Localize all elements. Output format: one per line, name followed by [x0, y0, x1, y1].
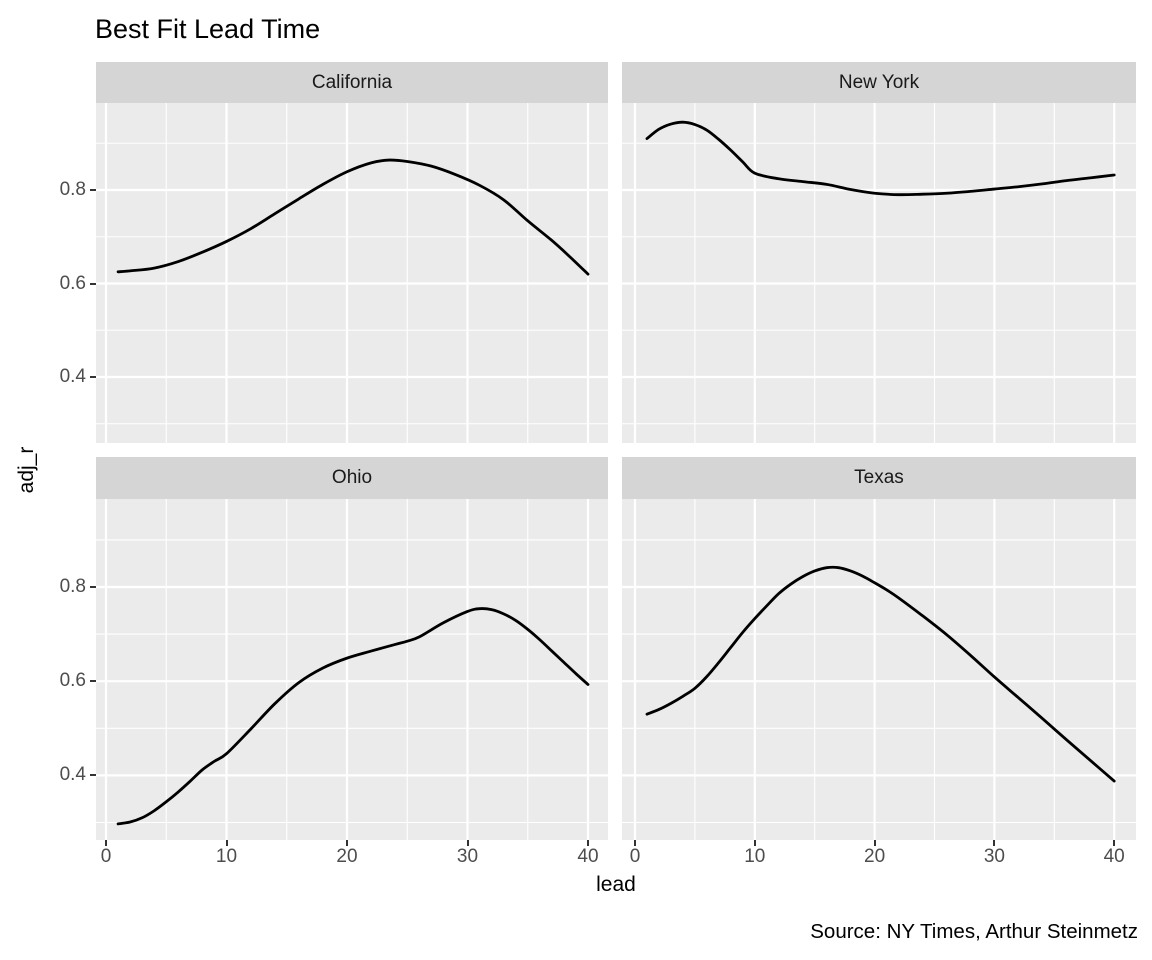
y-tick-label: 0.4	[59, 764, 86, 786]
y-tick-label: 0.4	[59, 366, 86, 387]
trend-line-ohio	[116, 607, 590, 826]
x-tick-mark	[105, 840, 107, 846]
facet-strip-new-york: New York	[622, 62, 1136, 103]
x-tick-mark	[346, 840, 348, 846]
y-tick-mark	[90, 680, 96, 683]
facet-strip-label: Texas	[854, 467, 904, 488]
facet-panel-texas	[622, 499, 1136, 840]
y-tick-label: 0.8	[59, 576, 86, 597]
trend-line-new-york	[645, 120, 1116, 197]
x-tick-label: 0	[629, 846, 641, 867]
y-tick-mark	[90, 376, 96, 378]
facet-strip-label: New York	[838, 71, 920, 93]
x-axis-title: lead	[596, 873, 636, 896]
facet-strip-texas: Texas	[622, 457, 1136, 499]
x-tick-mark	[466, 840, 469, 846]
y-axis-title: adj_r	[15, 446, 38, 494]
y-tick-label: 0.8	[59, 179, 86, 200]
x-tick-mark	[634, 840, 636, 846]
facet-strip-label: Ohio	[331, 467, 373, 488]
x-tick-label: 40	[577, 846, 599, 867]
x-tick-label: 10	[215, 846, 238, 867]
x-tick-label: 0	[100, 846, 112, 867]
panel-canvas	[96, 103, 608, 443]
x-tick-label: 20	[864, 846, 886, 867]
facet-strip-ohio: Ohio	[96, 457, 608, 499]
facet-panel-new-york	[622, 103, 1136, 443]
x-tick-mark	[587, 840, 589, 846]
x-tick-mark	[993, 840, 996, 846]
x-tick-mark	[225, 840, 228, 846]
y-tick-mark	[90, 189, 96, 191]
x-tick-label: 30	[456, 846, 479, 867]
facet-strip-label: California	[311, 71, 393, 93]
panel-canvas	[622, 103, 1136, 443]
x-tick-mark	[753, 840, 756, 846]
facet-panel-ohio	[96, 499, 608, 840]
x-tick-label: 30	[983, 846, 1005, 867]
y-tick-label: 0.6	[59, 670, 86, 692]
trend-line-california	[116, 158, 590, 276]
facet-strip-california: California	[96, 62, 608, 103]
y-tick-mark	[90, 774, 96, 777]
facet-panel-california	[96, 103, 608, 443]
y-tick-label: 0.6	[59, 272, 86, 294]
panel-canvas	[622, 499, 1136, 840]
x-tick-label: 40	[1103, 846, 1125, 867]
source-note: Source: NY Times, Arthur Steinmetz	[810, 920, 1138, 943]
panel-canvas	[96, 499, 608, 840]
y-tick-mark	[90, 586, 96, 588]
x-tick-label: 20	[336, 846, 358, 867]
x-tick-mark	[1113, 840, 1116, 846]
trend-line-texas	[645, 565, 1116, 783]
x-tick-label: 10	[744, 846, 766, 867]
x-tick-mark	[873, 840, 876, 846]
y-tick-mark	[90, 282, 96, 285]
chart-title: Best Fit Lead Time	[95, 14, 321, 44]
